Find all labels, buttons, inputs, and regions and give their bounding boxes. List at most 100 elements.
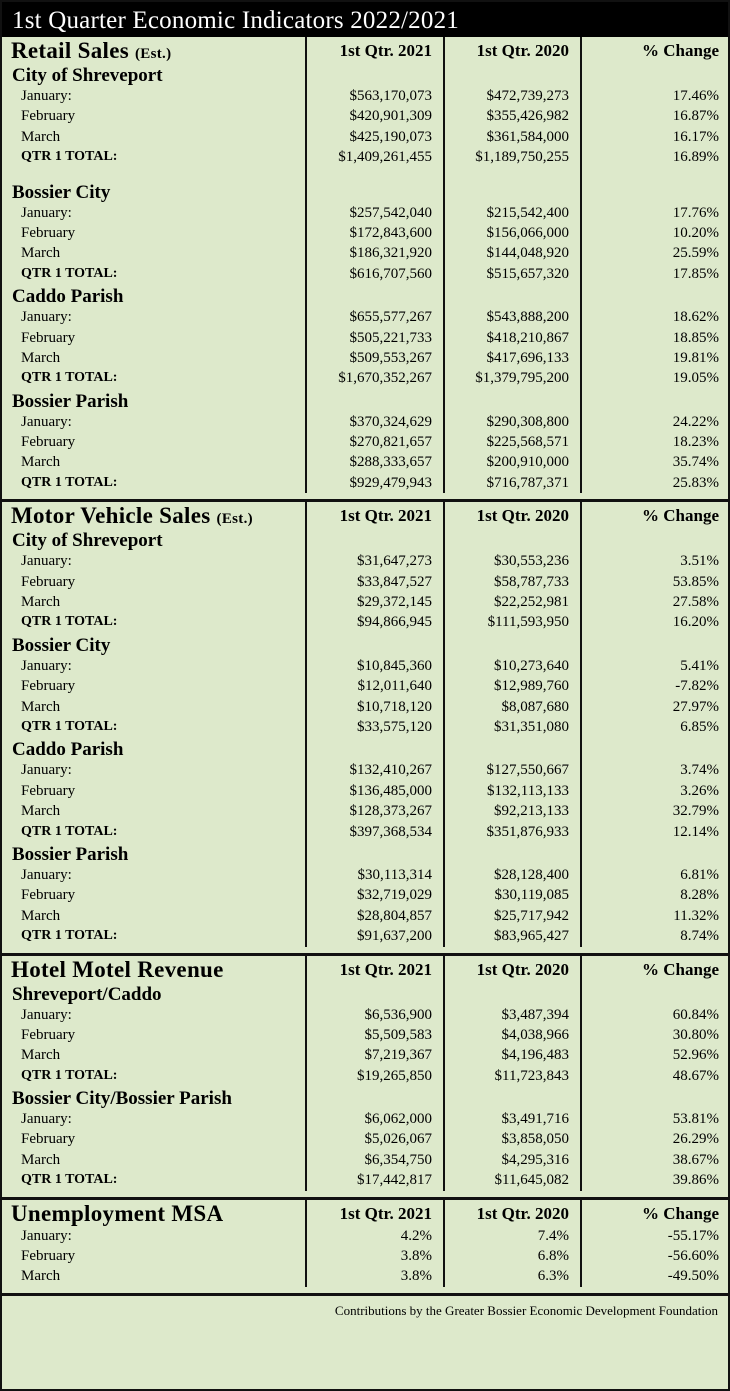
value-2021: $29,372,145	[305, 592, 443, 613]
empty-cell	[580, 167, 728, 180]
percent-change: 16.89%	[580, 147, 728, 168]
row-label: QTR 1 TOTAL:	[21, 928, 118, 944]
footer-credit: Contributions by the Greater Bossier Eco…	[334, 1302, 718, 1318]
value-2020: $25,717,942	[443, 905, 580, 927]
empty-cell	[305, 737, 443, 761]
empty-cell	[580, 528, 728, 552]
value-2021: 3.8%	[305, 1246, 443, 1267]
value-2020: $355,426,982	[443, 106, 580, 127]
value-2021: $5,509,583	[305, 1024, 443, 1046]
row-label: January:	[21, 657, 72, 674]
percent-change: 18.62%	[580, 307, 728, 328]
percent-change: 39.86%	[580, 1170, 728, 1191]
percent-change: 10.20%	[580, 222, 728, 244]
percent-change: 35.74%	[580, 452, 728, 473]
percent-change: 11.32%	[580, 905, 728, 927]
percent-change: 18.23%	[580, 432, 728, 453]
value-2020: $3,487,394	[443, 1004, 580, 1025]
empty-cell	[580, 388, 728, 412]
row-label: QTR 1 TOTAL:	[21, 149, 118, 165]
value-2020: $200,910,000	[443, 452, 580, 473]
empty-cell	[580, 284, 728, 308]
value-2020: 7.4%	[443, 1225, 580, 1247]
empty-cell	[443, 63, 580, 86]
table-row: January: $30,113,314 $28,128,400 6.81%	[2, 864, 728, 886]
value-2021: $1,409,261,455	[305, 147, 443, 168]
section-title: Retail Sales (Est.)	[2, 37, 305, 63]
table-row: March 3.8% 6.3% -49.50%	[2, 1266, 728, 1287]
value-2021: $32,719,029	[305, 885, 443, 906]
value-2020: $11,723,843	[443, 1065, 580, 1087]
section-retail-sales: Retail Sales (Est.) 1st Qtr. 2021 1st Qtr.…	[2, 37, 728, 503]
value-2021: $6,354,750	[305, 1149, 443, 1171]
group-header: Bossier Parish	[2, 388, 728, 412]
value-2021: $397,368,534	[305, 821, 443, 842]
group-name: City of Shreveport	[12, 530, 163, 552]
section-bottom-padding	[2, 493, 728, 499]
section-title-text: Hotel Motel Revenue	[11, 956, 224, 982]
empty-cell	[305, 632, 443, 656]
value-2021: $33,575,120	[305, 716, 443, 738]
table-row: March $186,321,920 $144,048,920 25.59%	[2, 243, 728, 264]
page-title: 1st Quarter Economic Indicators 2022/202…	[2, 2, 728, 37]
section-header: Unemployment MSA 1st Qtr. 2021 1st Qtr. 20…	[2, 1199, 728, 1226]
empty-cell	[305, 841, 443, 865]
row-label: March	[21, 128, 61, 145]
percent-change: -56.60%	[580, 1246, 728, 1267]
value-2021: $91,637,200	[305, 926, 443, 947]
row-label: January:	[21, 1111, 72, 1128]
value-2020: $8,087,680	[443, 696, 580, 717]
group-header: Caddo Parish	[2, 737, 728, 761]
empty-cell	[580, 632, 728, 656]
value-2020: $156,066,000	[443, 222, 580, 244]
value-2021: $12,011,640	[305, 676, 443, 697]
percent-change: 25.83%	[580, 472, 728, 494]
percent-change: 3.74%	[580, 760, 728, 781]
group-name: City of Shreveport	[12, 65, 163, 86]
percent-change: 53.85%	[580, 571, 728, 593]
table-row: February $172,843,600 $156,066,000 10.20%	[2, 222, 728, 244]
value-2020: $58,787,733	[443, 571, 580, 593]
empty-cell	[443, 737, 580, 761]
column-header-change: % Change	[580, 37, 728, 63]
table-row: February $505,221,733 $418,210,867 18.85%	[2, 327, 728, 348]
value-2020: $1,189,750,255	[443, 147, 580, 168]
value-2021: $655,577,267	[305, 307, 443, 328]
value-2020: $10,273,640	[443, 655, 580, 677]
table-row: February 3.8% 6.8% -56.60%	[2, 1246, 728, 1267]
row-label: March	[21, 1151, 61, 1168]
row-label: January:	[21, 1227, 72, 1244]
row-label: March	[21, 907, 61, 924]
value-2021: $28,804,857	[305, 905, 443, 927]
row-label: QTR 1 TOTAL:	[21, 474, 118, 490]
row-label: QTR 1 TOTAL:	[21, 823, 118, 839]
section-bottom-padding	[2, 1287, 728, 1293]
group-name: Bossier City/Bossier Parish	[12, 1088, 232, 1110]
column-header-change: % Change	[580, 955, 728, 982]
value-2020: $515,657,320	[443, 263, 580, 285]
group-name: Caddo Parish	[12, 286, 124, 308]
row-label: March	[21, 349, 61, 366]
empty-cell	[443, 284, 580, 308]
table-row: March $288,333,657 $200,910,000 35.74%	[2, 452, 728, 473]
total-row: QTR 1 TOTAL: $1,670,352,267 $1,379,795,200…	[2, 368, 728, 389]
value-2020: $543,888,200	[443, 307, 580, 328]
value-2020: $417,696,133	[443, 347, 580, 369]
total-row: QTR 1 TOTAL: $33,575,120 $31,351,080 6.85%	[2, 716, 728, 738]
percent-change: 5.41%	[580, 655, 728, 677]
column-header-change: % Change	[580, 502, 728, 529]
percent-change: 19.05%	[580, 368, 728, 389]
section-title-suffix: (Est.)	[135, 46, 172, 62]
empty-cell	[443, 528, 580, 552]
value-2021: $257,542,040	[305, 202, 443, 223]
row-label: January:	[21, 866, 72, 883]
value-2021: $30,113,314	[305, 864, 443, 886]
value-2021: $420,901,309	[305, 106, 443, 127]
section-title: Motor Vehicle Sales (Est.)	[2, 502, 305, 528]
table-row: February $5,026,067 $3,858,050 26.29%	[2, 1129, 728, 1150]
row-label: QTR 1 TOTAL:	[21, 265, 118, 281]
column-header-2020: 1st Qtr. 2020	[443, 955, 580, 982]
row-label: January:	[21, 88, 72, 104]
table-row: March $29,372,145 $22,252,981 27.58%	[2, 592, 728, 613]
value-2021: $929,479,943	[305, 472, 443, 494]
